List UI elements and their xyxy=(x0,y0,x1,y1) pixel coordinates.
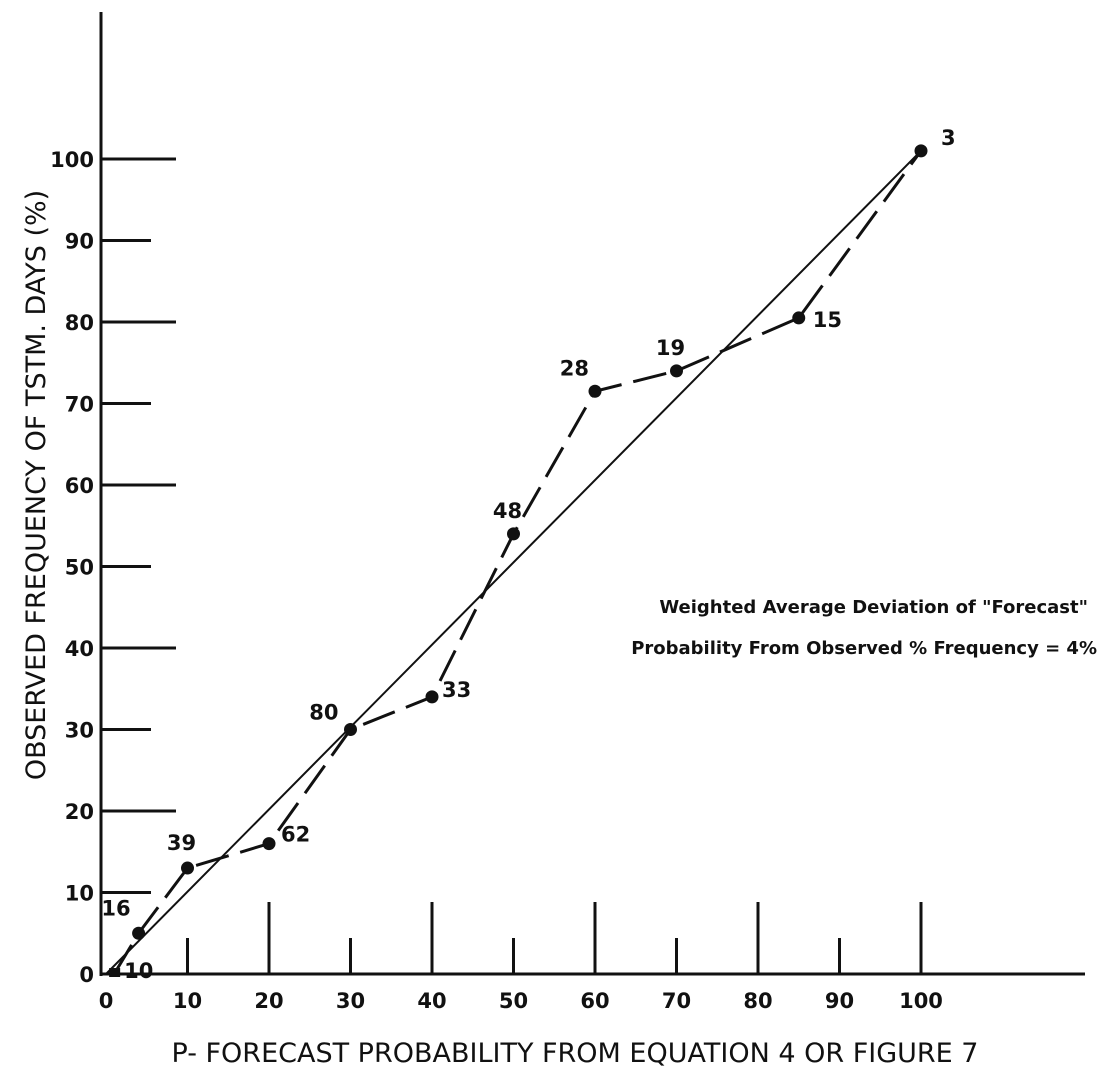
point-label: 16 xyxy=(101,896,130,920)
y-tick-label: 10 xyxy=(65,882,94,906)
y-tick-label: 20 xyxy=(65,800,94,824)
y-tick-label: 70 xyxy=(65,393,94,417)
data-point xyxy=(109,968,121,977)
x-tick-label: 20 xyxy=(254,989,283,1013)
data-point xyxy=(670,364,683,378)
point-label: 15 xyxy=(813,308,842,332)
data-point xyxy=(792,311,806,325)
y-tick-label: 80 xyxy=(65,311,94,335)
y-tick-label: 100 xyxy=(50,148,94,172)
x-tick-label: 0 xyxy=(99,989,114,1013)
x-tick-label: 10 xyxy=(173,989,202,1013)
series-group xyxy=(109,144,928,977)
data-point xyxy=(425,690,439,704)
x-tick-label: 50 xyxy=(499,989,528,1013)
x-tick-label: 40 xyxy=(417,989,446,1013)
x-axis-title: P- FORECAST PROBABILITY FROM EQUATION 4 … xyxy=(172,1038,979,1069)
y-tick-label: 40 xyxy=(65,637,94,661)
point-label: 39 xyxy=(167,831,196,855)
point-label: 10 xyxy=(124,959,153,983)
x-tick-label: 30 xyxy=(336,989,365,1013)
data-point xyxy=(507,527,520,541)
point-label: 62 xyxy=(281,823,310,847)
x-tick-label: 70 xyxy=(662,989,691,1013)
y-tick-label: 50 xyxy=(65,556,94,580)
annotation-line-2: Probability From Observed % Frequency = … xyxy=(631,638,1097,659)
data-point xyxy=(262,837,276,851)
x-tick-label: 100 xyxy=(899,989,943,1013)
x-tick-label: 60 xyxy=(580,989,609,1013)
diagonal-reference-line xyxy=(105,150,922,975)
point-label: 19 xyxy=(656,336,685,360)
data-point xyxy=(914,144,928,158)
y-tick-label: 30 xyxy=(65,719,94,743)
diagonal-group xyxy=(105,150,922,975)
y-tick-label: 0 xyxy=(79,963,94,987)
y-ticks-group: 0 10 20 30 40 50 60 70 80 90 100 xyxy=(50,148,176,987)
data-point xyxy=(132,926,146,940)
x-tick-label: 90 xyxy=(825,989,854,1013)
data-point xyxy=(344,723,357,736)
annotation-line-1: Weighted Average Deviation of "Forecast" xyxy=(659,597,1088,618)
y-axis-title: OBSERVED FREQUENCY OF TSTM. DAYS (%) xyxy=(21,190,52,780)
point-label: 3 xyxy=(941,126,956,150)
point-label: 33 xyxy=(442,678,471,702)
point-label: 80 xyxy=(309,701,338,725)
y-tick-label: 90 xyxy=(65,230,94,254)
point-label: 28 xyxy=(560,356,589,380)
data-point xyxy=(588,384,602,398)
x-ticks-group: 0 10 20 30 40 50 60 70 80 90 100 xyxy=(99,902,943,1013)
y-tick-label: 60 xyxy=(65,474,94,498)
data-point xyxy=(181,861,194,875)
x-tick-label: 80 xyxy=(743,989,772,1013)
point-labels-group: 10 16 39 62 80 33 48 28 19 15 3 xyxy=(101,126,955,983)
point-label: 48 xyxy=(493,499,522,523)
